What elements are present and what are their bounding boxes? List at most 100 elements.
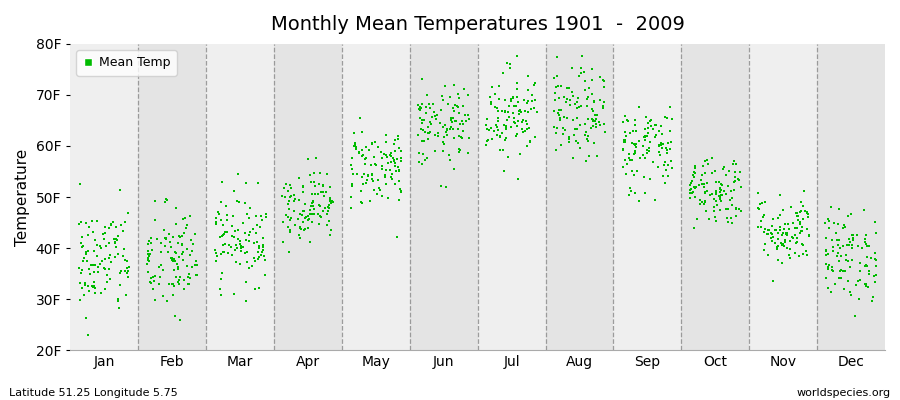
Point — [725, 220, 740, 226]
Point — [830, 253, 844, 259]
Point — [659, 144, 673, 151]
Point — [421, 124, 436, 130]
Point — [423, 121, 437, 127]
Point — [85, 218, 99, 224]
Point — [707, 168, 722, 174]
Point — [282, 201, 296, 208]
Point — [794, 228, 808, 234]
Point — [861, 271, 876, 278]
Point — [216, 222, 230, 228]
Point — [616, 119, 631, 125]
Point — [713, 188, 727, 195]
Point — [626, 150, 641, 157]
Point — [596, 103, 610, 110]
Point — [375, 193, 390, 199]
Point — [491, 118, 505, 124]
Point — [662, 104, 677, 110]
Point — [73, 297, 87, 304]
Point — [189, 272, 203, 278]
Point — [379, 152, 393, 158]
Point — [571, 140, 585, 147]
Point — [713, 186, 727, 192]
Point — [526, 104, 541, 111]
Point — [829, 230, 843, 236]
Point — [866, 293, 880, 300]
Point — [652, 142, 666, 149]
Point — [109, 236, 123, 242]
Point — [175, 241, 189, 248]
Point — [751, 190, 765, 196]
Point — [552, 112, 566, 119]
Point — [213, 285, 228, 292]
Point — [706, 196, 721, 203]
Point — [229, 259, 243, 266]
Point — [158, 235, 172, 241]
Point — [103, 252, 117, 258]
Point — [434, 107, 448, 114]
Point — [144, 279, 158, 286]
Point — [788, 210, 803, 216]
Point — [616, 146, 630, 152]
Point — [215, 249, 230, 255]
Point — [551, 83, 565, 90]
Point — [363, 198, 377, 204]
Point — [580, 138, 595, 144]
Point — [302, 172, 317, 178]
Point — [387, 158, 401, 165]
Point — [778, 221, 793, 228]
Point — [569, 126, 583, 132]
Point — [622, 151, 636, 158]
Point — [227, 188, 241, 194]
Point — [144, 235, 158, 241]
Point — [98, 256, 112, 262]
Point — [627, 122, 642, 128]
Point — [582, 85, 597, 91]
Point — [782, 246, 796, 252]
Point — [379, 167, 393, 173]
Point — [345, 181, 359, 187]
Point — [417, 138, 431, 144]
Point — [71, 221, 86, 228]
Point — [775, 242, 789, 249]
Point — [169, 274, 184, 280]
Point — [799, 248, 814, 254]
Point — [698, 188, 712, 195]
Point — [390, 156, 404, 162]
Point — [214, 270, 229, 276]
Point — [760, 231, 775, 238]
Point — [385, 154, 400, 161]
Point — [712, 206, 726, 213]
Point — [422, 129, 436, 136]
Point — [450, 103, 464, 109]
Point — [713, 185, 727, 191]
Point — [163, 238, 177, 245]
Point — [414, 126, 428, 132]
Point — [638, 133, 652, 139]
Point — [141, 252, 156, 259]
Point — [176, 242, 190, 249]
Point — [141, 269, 156, 275]
Point — [695, 199, 709, 206]
Point — [507, 115, 521, 122]
Point — [793, 209, 807, 215]
Point — [284, 185, 299, 191]
Point — [825, 248, 840, 254]
Point — [96, 264, 111, 271]
Point — [499, 107, 513, 114]
Point — [842, 242, 856, 248]
Point — [799, 252, 814, 259]
Point — [75, 234, 89, 240]
Point — [444, 115, 458, 121]
Point — [597, 99, 611, 105]
Point — [574, 70, 589, 76]
Point — [248, 286, 263, 292]
Point — [216, 232, 230, 238]
Point — [351, 150, 365, 157]
Point — [238, 200, 252, 206]
Point — [96, 236, 111, 242]
Point — [166, 258, 180, 265]
Point — [144, 275, 158, 282]
Point — [822, 262, 836, 268]
Point — [780, 232, 795, 238]
Point — [436, 123, 450, 130]
